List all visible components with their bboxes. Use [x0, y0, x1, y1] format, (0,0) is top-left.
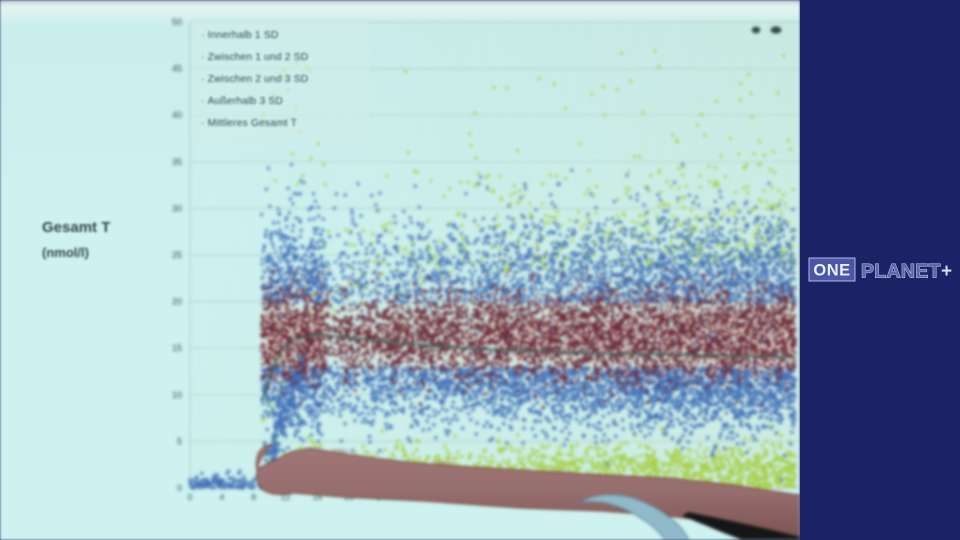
svg-text:PLANET: PLANET [861, 261, 941, 283]
svg-text:+: + [941, 261, 952, 282]
svg-text:ONE: ONE [813, 262, 850, 280]
